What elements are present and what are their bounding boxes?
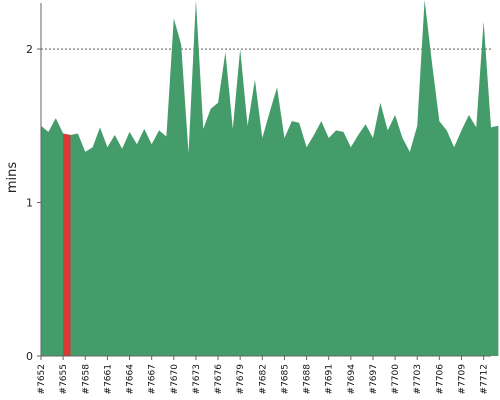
x-tick-label: #7676 xyxy=(214,364,224,395)
axes xyxy=(40,3,491,357)
y-tick-label: 1 xyxy=(26,197,33,210)
x-tick-label: #7691 xyxy=(325,364,335,394)
x-tick-label: #7706 xyxy=(435,364,445,395)
y-axis-label: mins xyxy=(5,162,20,194)
x-tick-label: #7673 xyxy=(192,364,202,394)
x-tick-label: #7703 xyxy=(413,364,423,394)
x-tick-label: #7670 xyxy=(170,364,180,395)
x-tick-label: #7709 xyxy=(457,364,467,395)
x-tick-labels: #7652 #7655 #7658 #7661 #7664 #7667 #7670 #7673… xyxy=(37,356,490,394)
y-tick-label: 0 xyxy=(26,350,33,363)
x-tick-label: #7679 xyxy=(236,364,246,395)
highlighted-build-segment xyxy=(63,133,71,356)
x-tick-label: #7697 xyxy=(369,364,379,394)
x-tick-label: #7655 xyxy=(59,364,69,394)
series-area xyxy=(41,0,499,356)
x-tick-label: #7658 xyxy=(81,364,91,395)
x-tick-label: #7664 xyxy=(126,364,136,395)
x-tick-label: #7667 xyxy=(148,364,158,394)
x-tick-label: #7688 xyxy=(303,364,313,395)
x-tick-label: #7694 xyxy=(347,364,357,395)
series-layer xyxy=(41,0,499,356)
y-tick-labels: 0 1 2 xyxy=(26,43,41,363)
x-tick-label: #7685 xyxy=(280,364,290,394)
x-tick-label: #7682 xyxy=(258,364,268,394)
x-tick-label: #7652 xyxy=(37,364,47,394)
x-tick-label: #7700 xyxy=(391,364,401,395)
x-tick-label: #7712 xyxy=(480,364,490,394)
y-tick-label: 2 xyxy=(26,43,33,56)
x-tick-label: #7661 xyxy=(103,364,113,394)
